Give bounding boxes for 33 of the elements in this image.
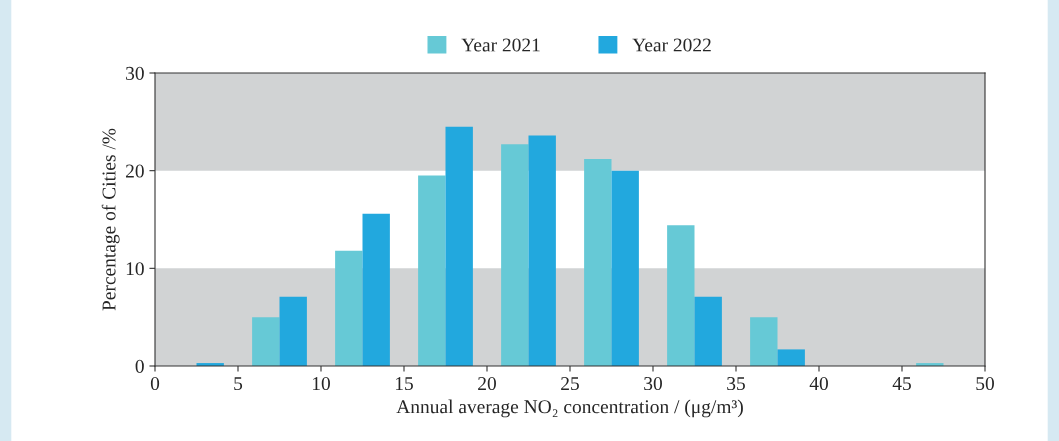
bar: [750, 317, 778, 366]
legend-label: Year 2022: [632, 38, 711, 52]
y-axis-title: Percentage of Cities /%: [101, 128, 120, 311]
x-axis-title: Annual average NO₂ concentration / (μg/m³): [396, 399, 743, 418]
bar: [252, 317, 280, 366]
x-tick-label: 40: [809, 376, 828, 391]
bar: [418, 175, 446, 366]
x-tick-label: 20: [478, 376, 496, 391]
bar: [611, 170, 639, 366]
bar: [584, 158, 612, 366]
bar: [777, 349, 805, 366]
bar: [362, 213, 390, 366]
bar: [667, 225, 695, 366]
x-tick-label: 25: [561, 377, 579, 391]
bar: [528, 135, 556, 366]
x-tick-label: 15: [395, 377, 413, 391]
bar: [279, 296, 307, 366]
x-tick-label: 0: [150, 376, 160, 391]
y-tick-label: 20: [125, 164, 144, 178]
x-tick-label: 10: [312, 376, 330, 391]
bar: [501, 144, 529, 366]
x-tick-label: 5: [234, 377, 243, 391]
y-tick-label: 30: [126, 66, 144, 80]
y-tick-label: 0: [135, 359, 144, 373]
x-tick-label: 50: [976, 376, 994, 391]
x-tick-label: 45: [892, 377, 911, 391]
legend-label: Year 2021: [461, 38, 540, 52]
bar: [445, 126, 473, 366]
bar: [335, 250, 363, 366]
x-tick-label: 35: [727, 377, 745, 391]
x-tick-label: 30: [644, 376, 662, 391]
bar: [694, 296, 722, 366]
y-tick-label: 10: [126, 262, 144, 276]
